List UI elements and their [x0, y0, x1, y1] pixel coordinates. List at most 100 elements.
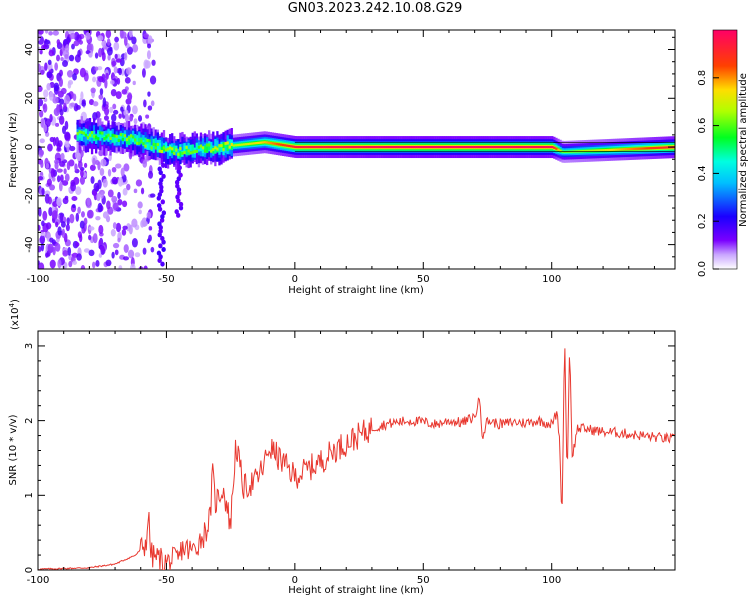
heatmap-speckle: [107, 169, 112, 177]
heatmap-speckle: [137, 201, 143, 209]
x-tick-label: -50: [158, 274, 174, 285]
heatmap-ridge-cell: [205, 146, 209, 153]
heatmap-ridge-cell: [136, 141, 139, 145]
heatmap-speckle: [68, 54, 75, 62]
heatmap-speckle: [146, 211, 152, 219]
colorbar-tick-label: 0.0: [697, 261, 708, 277]
heatmap-ridge-cell: [547, 145, 550, 149]
heatmap-ridge-cell: [201, 146, 205, 150]
heatmap-ridge-cell: [621, 148, 624, 151]
heatmap-ridge-cell: [144, 138, 147, 150]
heatmap-speckle: [39, 109, 44, 118]
heatmap-ridge-cell: [653, 146, 657, 150]
heatmap-ridge-cell: [335, 145, 338, 149]
heatmap-speckle: [80, 265, 86, 269]
heatmap-speckle: [45, 222, 52, 230]
heatmap-ridge-cell: [306, 145, 309, 149]
colorbar-gradient: [712, 29, 738, 270]
heatmap-ridge-cell: [267, 141, 270, 144]
heatmap-ridge-cell: [532, 145, 536, 149]
heatmap-speckle: [73, 31, 80, 41]
heatmap-streak: [161, 162, 166, 168]
heatmap-ridge-cell: [553, 146, 556, 149]
heatmap-speckle: [124, 77, 131, 84]
heatmap-ridge-cell: [127, 138, 131, 145]
heatmap-speckle: [38, 85, 43, 93]
heatmap-ridge-cell: [469, 145, 472, 149]
heatmap-speckle: [131, 218, 138, 228]
heatmap-ridge-cell: [138, 137, 141, 145]
colorbar-tick-label: 0.2: [697, 213, 708, 229]
heatmap-ridge-cell: [183, 145, 186, 152]
colorbar: 0.0 0.2 0.4 0.6 0.8 Normalized spectral ampl…: [697, 29, 749, 277]
heatmap-speckle: [148, 234, 152, 242]
heatmap-ridge-cell: [409, 145, 412, 149]
heatmap-speckle: [142, 220, 148, 227]
heatmap-speckle: [147, 35, 153, 45]
heatmap-speckle: [126, 183, 131, 191]
heatmap-ridge-cell: [637, 147, 640, 150]
heatmap-speckle: [56, 168, 63, 173]
y-tick-label: 3: [24, 343, 35, 349]
heatmap-ridge-cell: [222, 148, 225, 152]
heatmap-ridge-cell: [99, 131, 102, 135]
snr-scale-suffix: ): [10, 299, 21, 303]
heatmap-speckle: [131, 36, 137, 45]
x-tick-label: 0: [292, 274, 298, 285]
heatmap-ridge-cell: [366, 145, 369, 149]
heatmap-ridge-cell: [168, 145, 172, 156]
y-tick-label: 2: [24, 417, 35, 423]
heatmap-speckle: [38, 207, 42, 217]
heatmap-speckle: [122, 225, 128, 230]
heatmap-speckle: [94, 52, 99, 59]
heatmap-speckle: [64, 173, 70, 182]
heatmap-ridge-cell: [446, 145, 449, 149]
heatmap-speckle: [102, 211, 109, 219]
heatmap-speckle: [112, 242, 120, 249]
heatmap-speckle: [49, 237, 54, 243]
heatmap-speckle: [38, 104, 41, 111]
heatmap-ridge-cell: [651, 146, 655, 150]
snr-frame: [37, 330, 676, 571]
heatmap-ridge-cell: [97, 137, 100, 141]
heatmap-speckle: [143, 99, 147, 108]
heatmap-ridge-cell: [99, 134, 102, 141]
heatmap-ridge-cell: [520, 145, 523, 149]
heatmap-ridge-cell: [432, 145, 435, 149]
heatmap-speckle: [115, 222, 122, 233]
heatmap-speckle: [107, 189, 114, 198]
heatmap-speckle: [46, 178, 52, 187]
heatmap-speckle: [100, 191, 104, 199]
heatmap-ridge-cell: [92, 134, 96, 138]
heatmap-ridge-cell: [164, 148, 168, 152]
heatmap-speckle: [110, 79, 115, 85]
heatmap-ridge-cell: [314, 145, 318, 149]
heatmap-streak: [178, 205, 184, 211]
heatmap-speckle: [52, 246, 56, 256]
heatmap-ridge-cell: [401, 145, 404, 149]
heatmap-ridge-cell: [505, 145, 509, 149]
heatmap-ridge-cell: [526, 145, 529, 149]
heatmap-ridge-cell: [154, 146, 157, 150]
heatmap-ridge-cell: [345, 145, 349, 149]
heatmap-speckle: [117, 198, 123, 206]
heatmap-ridge-cell: [173, 145, 176, 152]
heatmap-speckle: [92, 190, 97, 196]
heatmap-ridge-cell: [397, 145, 400, 149]
heatmap-ridge-cell: [440, 145, 443, 149]
heatmap-speckle: [102, 178, 108, 188]
heatmap-ridge-cell: [230, 143, 233, 151]
heatmap-ridge-cell: [635, 147, 638, 150]
heatmap-speckle: [74, 163, 78, 171]
heatmap-ridge-cell: [90, 131, 94, 139]
figure-title: GN03.2023.242.10.08.G29: [287, 1, 463, 16]
heatmap-speckle: [75, 186, 82, 195]
heatmap-ridge-cell: [123, 134, 127, 138]
heatmap-speckle: [104, 107, 110, 116]
heatmap-ridge-cell: [78, 132, 81, 139]
heatmap-ridge-cell: [327, 145, 330, 149]
snr-y-ticks: 0 1 2 3: [24, 330, 675, 573]
heatmap-speckle: [116, 77, 121, 85]
heatmap-ridge-cell: [483, 145, 486, 149]
heatmap-speckle: [97, 202, 103, 213]
